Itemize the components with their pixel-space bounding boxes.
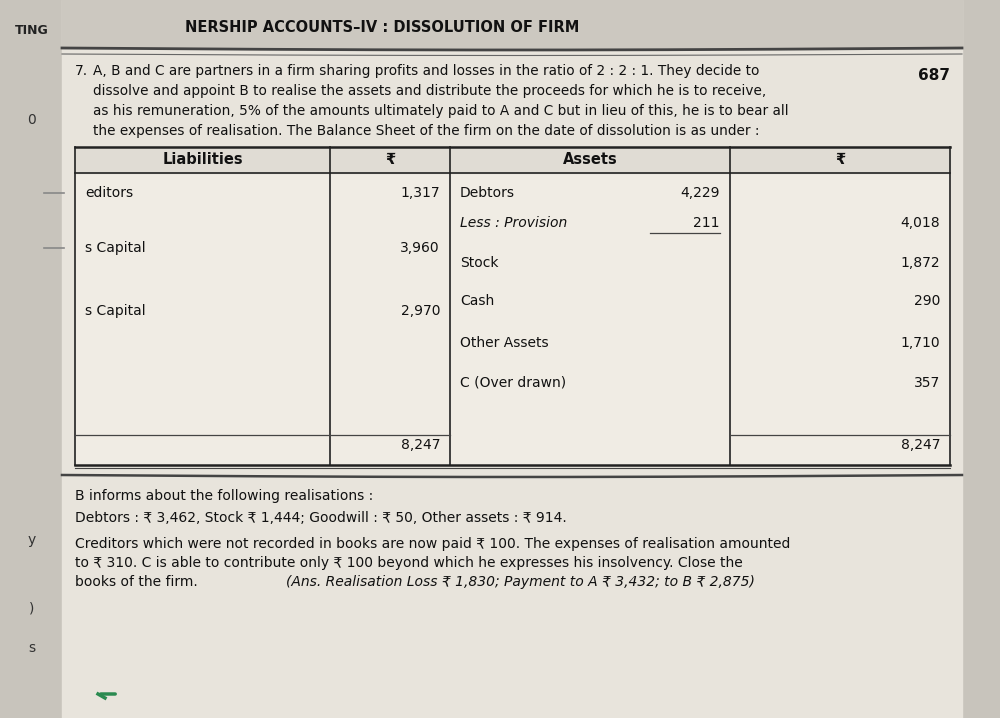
Text: ): ) [29,601,35,615]
Text: dissolve and appoint B to realise the assets and distribute the proceeds for whi: dissolve and appoint B to realise the as… [93,84,766,98]
Text: the expenses of realisation. The Balance Sheet of the firm on the date of dissol: the expenses of realisation. The Balance… [93,124,760,138]
Text: Debtors : ₹ 3,462, Stock ₹ 1,444; Goodwill : ₹ 50, Other assets : ₹ 914.: Debtors : ₹ 3,462, Stock ₹ 1,444; Goodwi… [75,511,567,525]
Text: C (Over drawn): C (Over drawn) [460,376,566,390]
Text: Assets: Assets [563,152,617,167]
Text: 357: 357 [914,376,940,390]
Text: ₹: ₹ [835,152,845,167]
Text: 1,710: 1,710 [900,336,940,350]
Text: s Capital: s Capital [85,304,146,318]
Text: 0: 0 [28,113,36,127]
Text: Liabilities: Liabilities [162,152,243,167]
Text: to ₹ 310. C is able to contribute only ₹ 100 beyond which he expresses his insol: to ₹ 310. C is able to contribute only ₹… [75,556,743,570]
Text: 290: 290 [914,294,940,308]
Text: Cash: Cash [460,294,494,308]
Text: Other Assets: Other Assets [460,336,549,350]
Text: y: y [28,533,36,547]
Text: Creditors which were not recorded in books are now paid ₹ 100. The expenses of r: Creditors which were not recorded in boo… [75,537,790,551]
Text: Less : Provision: Less : Provision [460,216,567,230]
Text: 2,970: 2,970 [400,304,440,318]
Text: 1,872: 1,872 [900,256,940,270]
Text: (Ans. Realisation Loss ₹ 1,830; Payment to A ₹ 3,432; to B ₹ 2,875): (Ans. Realisation Loss ₹ 1,830; Payment … [286,575,754,589]
Text: A, B and C are partners in a firm sharing profits and losses in the ratio of 2 :: A, B and C are partners in a firm sharin… [93,64,759,78]
Text: 211: 211 [694,216,720,230]
Text: NERSHIP ACCOUNTS–IV : DISSOLUTION OF FIRM: NERSHIP ACCOUNTS–IV : DISSOLUTION OF FIR… [185,21,579,35]
Text: books of the firm.: books of the firm. [75,575,198,589]
Text: 687: 687 [918,67,950,83]
Text: s Capital: s Capital [85,241,146,255]
Text: 1,317: 1,317 [400,186,440,200]
Text: TING: TING [15,24,49,37]
Text: 4,018: 4,018 [900,216,940,230]
Text: 8,247: 8,247 [900,438,940,452]
Text: 4,229: 4,229 [680,186,720,200]
Text: Stock: Stock [460,256,498,270]
Text: as his remuneration, 5% of the amounts ultimately paid to A and C but in lieu of: as his remuneration, 5% of the amounts u… [93,104,789,118]
Text: editors: editors [85,186,133,200]
Text: Debtors: Debtors [460,186,515,200]
Text: B informs about the following realisations :: B informs about the following realisatio… [75,489,373,503]
Text: s: s [28,641,36,655]
Text: 7.: 7. [75,64,88,78]
Text: 8,247: 8,247 [400,438,440,452]
Text: 3,960: 3,960 [400,241,440,255]
Text: ₹: ₹ [385,152,395,167]
